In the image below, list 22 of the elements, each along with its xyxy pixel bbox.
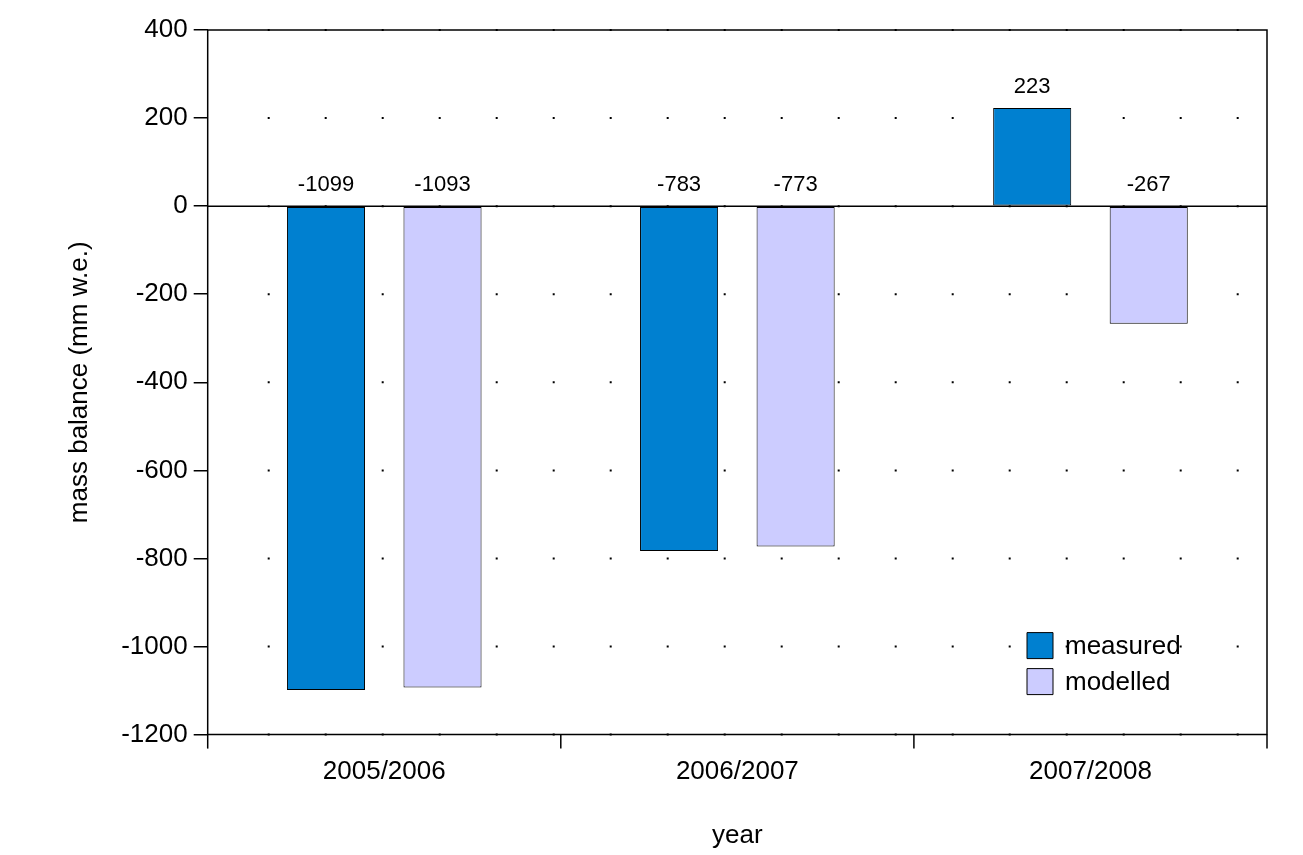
x-tick-label: 2007/2008 [1029,755,1152,786]
data-label: -267 [1126,171,1171,197]
legend-label: measured [1065,629,1181,660]
y-tick-label: -1000 [121,629,188,660]
y-tick-label: -200 [135,277,188,308]
y-tick-label: -1200 [121,717,188,748]
y-tick-label: -800 [135,541,188,572]
y-tick-label: 0 [173,189,188,220]
data-label: -1099 [297,171,355,197]
legend-label: modelled [1065,665,1171,696]
y-tick-label: -400 [135,365,188,396]
y-tick-label: 400 [144,13,188,44]
x-tick-label: 2006/2007 [675,755,799,786]
data-label: 223 [1013,73,1051,99]
x-tick-label: 2005/2006 [322,755,446,786]
y-tick-label: -600 [135,453,188,484]
x-axis-title: year [712,818,763,849]
y-tick-label: 200 [144,101,188,132]
data-label: -783 [657,171,702,197]
data-label: -1093 [414,171,471,197]
data-label: -773 [773,171,818,197]
y-axis-title: mass balance (mm w.e.) [62,241,93,524]
